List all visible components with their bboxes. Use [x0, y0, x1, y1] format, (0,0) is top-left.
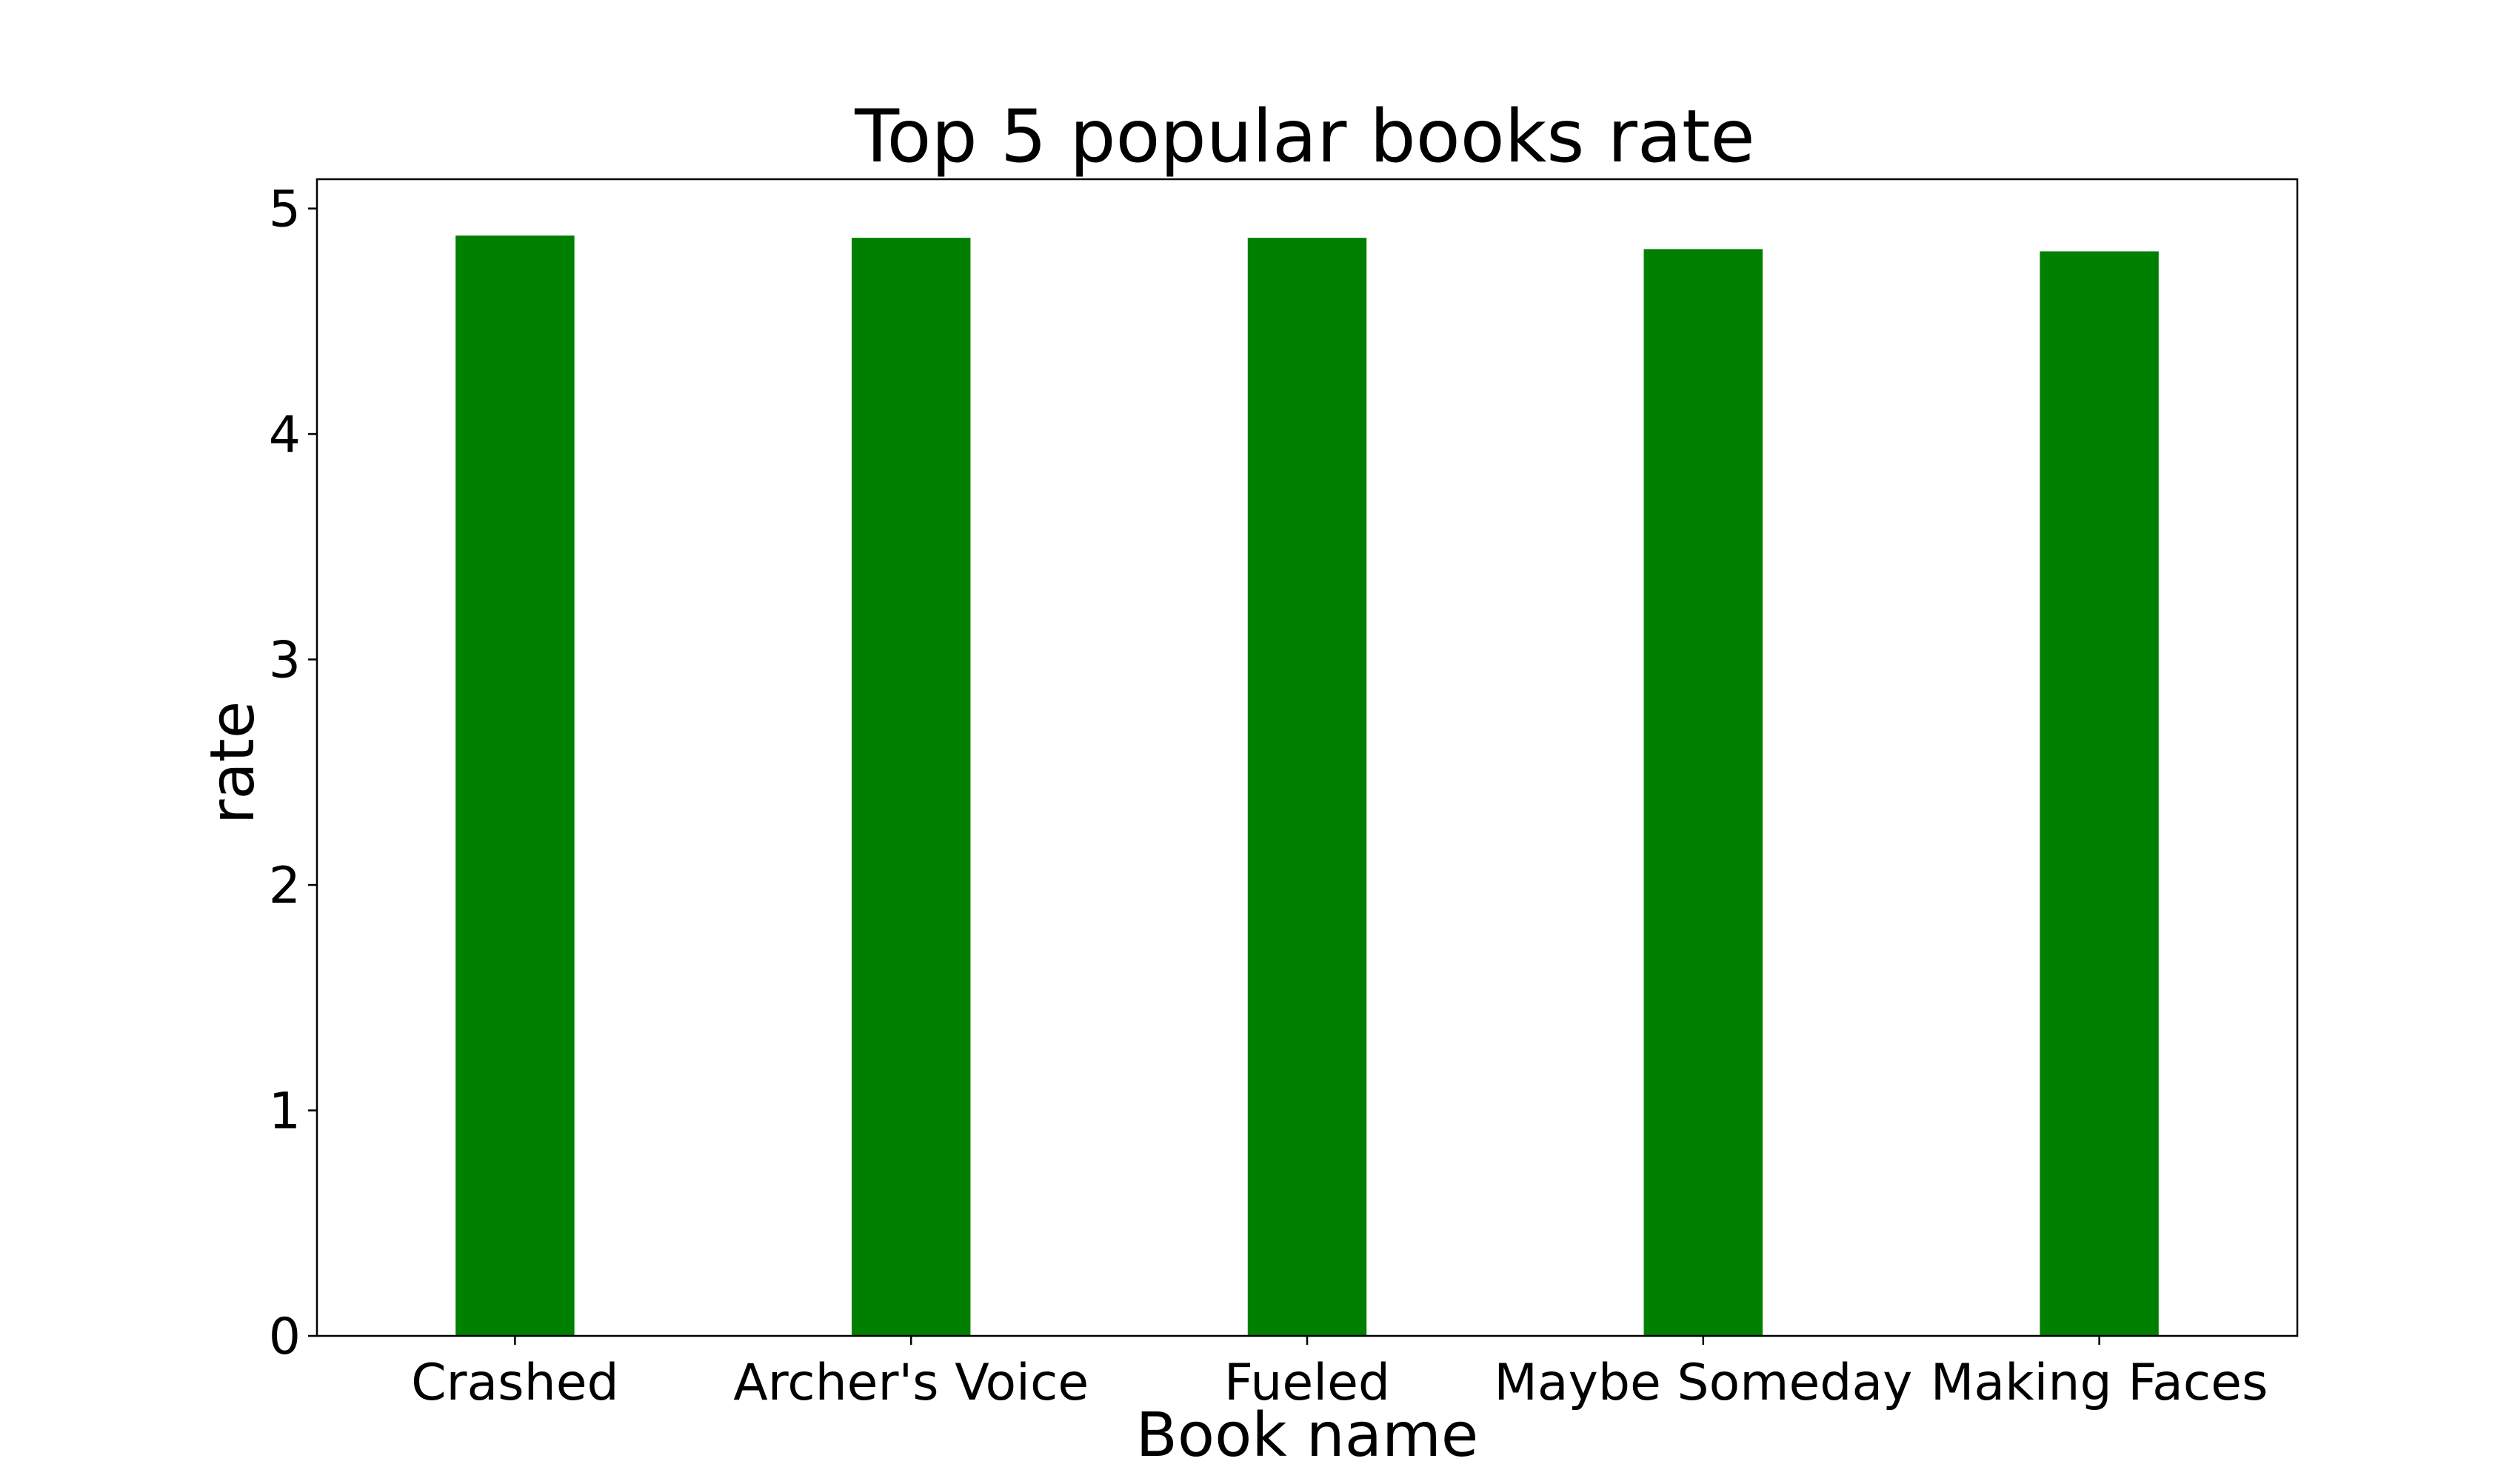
bar-maybe-someday [1643, 249, 1763, 1336]
y-axis-label: rate [198, 701, 268, 825]
y-tick-label: 5 [269, 181, 301, 239]
x-tick-label: Maybe Someday [1494, 1354, 1912, 1412]
y-tick-label: 1 [269, 1083, 301, 1141]
x-tick-label: Archer's Voice [733, 1354, 1089, 1412]
bar-archer-s-voice [851, 238, 971, 1337]
x-axis-label: Book name [1136, 1400, 1479, 1471]
x-axis: Crashed Archer's Voice Fueled Maybe Someday… [411, 1336, 2268, 1412]
y-tick-label: 2 [269, 857, 301, 915]
y-axis: 0 1 2 3 4 5 [269, 181, 317, 1366]
y-tick-label: 3 [269, 632, 301, 690]
y-tick-label: 4 [269, 406, 301, 464]
x-tick-label: Crashed [411, 1354, 619, 1412]
bar-making-faces [2040, 251, 2159, 1336]
bar-crashed [455, 235, 575, 1336]
x-tick-label: Making Faces [1931, 1354, 2268, 1412]
chart-title: Top 5 popular books rate [854, 95, 1754, 179]
bars-group [455, 235, 2159, 1337]
x-tick-label: Fueled [1224, 1354, 1390, 1412]
y-tick-label: 0 [269, 1308, 301, 1366]
bar-fueled [1247, 238, 1367, 1337]
